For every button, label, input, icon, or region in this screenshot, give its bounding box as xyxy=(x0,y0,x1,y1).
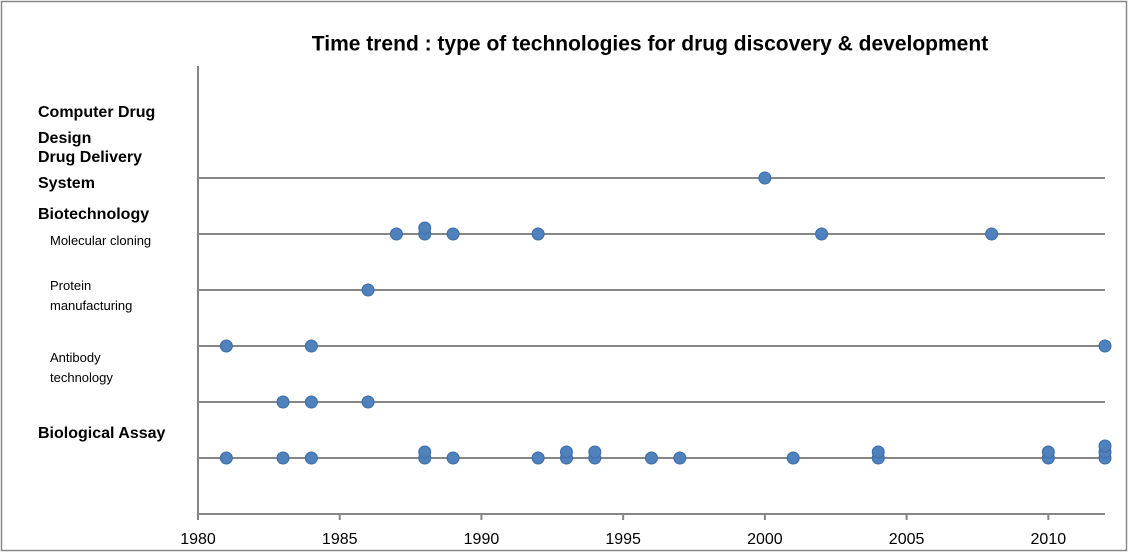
x-tick-label: 2005 xyxy=(889,531,925,548)
row-label: Computer Drug Design xyxy=(38,104,156,147)
dot xyxy=(871,445,885,459)
dot xyxy=(446,451,460,465)
x-tick-label: 1990 xyxy=(464,531,500,548)
row-label: Antibody technology xyxy=(50,350,113,385)
dot xyxy=(645,451,658,465)
dot xyxy=(1098,439,1112,453)
dot xyxy=(786,451,800,465)
dot xyxy=(219,451,233,465)
dot xyxy=(985,227,999,241)
dot xyxy=(304,451,318,465)
row-label: Biological Assay xyxy=(38,425,166,442)
dot xyxy=(1098,339,1112,353)
dot xyxy=(276,395,290,409)
dot xyxy=(304,339,318,353)
dot xyxy=(673,451,687,465)
dot xyxy=(531,451,545,465)
dot xyxy=(1041,445,1055,459)
x-tick-label: 2000 xyxy=(747,531,783,548)
dot xyxy=(588,445,602,459)
dot xyxy=(219,339,233,353)
x-tick-label: 1980 xyxy=(180,531,216,548)
dot xyxy=(418,445,432,459)
row-label: Protein manufacturing xyxy=(50,278,133,313)
x-tick-label: 2010 xyxy=(1031,531,1067,548)
x-tick-label: 1985 xyxy=(322,531,358,548)
dot xyxy=(389,227,403,241)
chart-title: Time trend : type of technologies for dr… xyxy=(312,33,988,56)
dot xyxy=(276,451,290,465)
dot xyxy=(418,221,432,235)
group-label: Biotechnology xyxy=(38,206,150,223)
dot xyxy=(361,283,375,297)
x-tick-label: 1995 xyxy=(605,531,641,548)
dot xyxy=(815,227,829,241)
row-label: Drug Delivery System xyxy=(38,149,143,192)
dot xyxy=(531,227,545,241)
dot xyxy=(304,395,318,409)
dot xyxy=(361,395,375,409)
dot xyxy=(758,171,772,185)
dot xyxy=(446,227,460,241)
row-label: Molecular cloning xyxy=(50,233,152,248)
dot xyxy=(559,445,573,459)
